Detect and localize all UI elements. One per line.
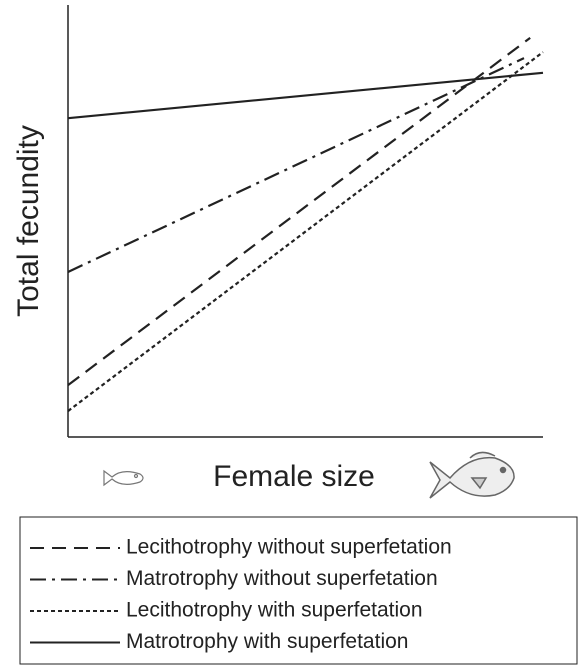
legend-label: Lecithotrophy without superfetation bbox=[126, 536, 452, 559]
legend-box bbox=[19, 516, 578, 665]
large-fish-icon bbox=[429, 451, 515, 499]
series-line bbox=[67, 71, 544, 120]
y-axis-title: Total fecundity bbox=[12, 125, 45, 317]
series-line bbox=[67, 36, 531, 387]
series-line bbox=[67, 51, 544, 412]
legend-label: Lecithotrophy with superfetation bbox=[126, 599, 423, 622]
x-axis-title: Female size bbox=[213, 460, 375, 493]
legend-label: Matrotrophy with superfetation bbox=[126, 630, 408, 653]
small-fish-icon bbox=[103, 469, 144, 487]
legend-label: Matrotrophy without superfetation bbox=[126, 567, 438, 590]
series-line bbox=[67, 57, 525, 273]
